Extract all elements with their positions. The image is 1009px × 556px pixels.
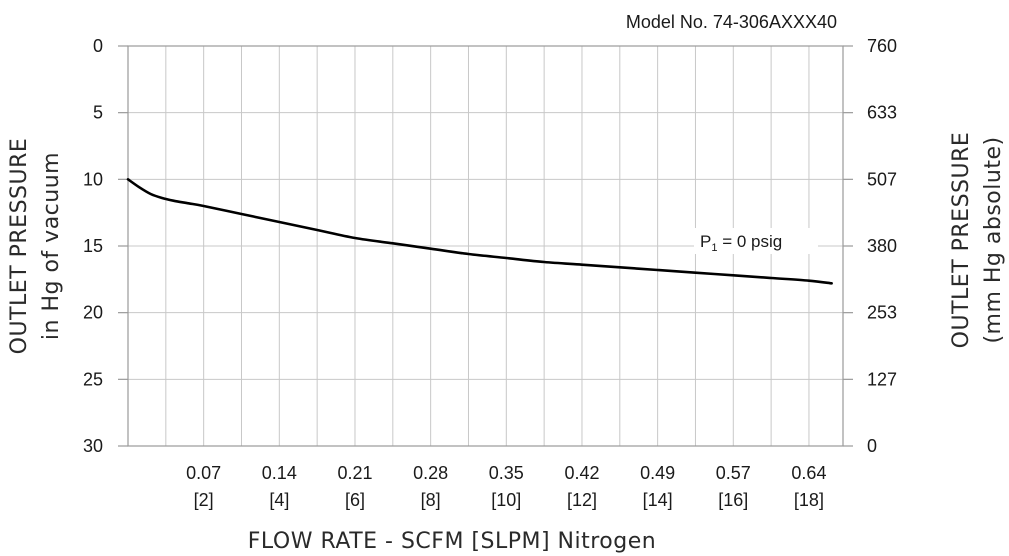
y-axis-left-subtitle: in Hg of vacuum — [39, 152, 64, 340]
y-tick-label-left: 15 — [83, 236, 103, 256]
x-tick-sublabel: [4] — [269, 490, 289, 510]
x-tick-label: 0.57 — [716, 463, 751, 483]
series: P1 = 0 psig — [126, 178, 833, 285]
x-tick-label: 0.42 — [564, 463, 599, 483]
y-tick-label-left: 0 — [93, 36, 103, 56]
y-axis-right-subtitle: (mm Hg absolute) — [981, 136, 1006, 343]
x-tick-label: 0.21 — [337, 463, 372, 483]
y-tick-label-left: 20 — [83, 303, 103, 323]
x-tick-sublabel: [2] — [194, 490, 214, 510]
x-tick-sublabel: [18] — [794, 490, 824, 510]
y-tick-label-right: 633 — [867, 103, 897, 123]
y-tick-label-right: 760 — [867, 36, 897, 56]
y-tick-label-right: 0 — [867, 436, 877, 456]
x-tick-sublabel: [10] — [491, 490, 521, 510]
y-tick-label-left: 30 — [83, 436, 103, 456]
x-axis-title: FLOW RATE - SCFM [SLPM] Nitrogen — [248, 529, 656, 554]
x-tick-sublabel: [12] — [567, 490, 597, 510]
series-annotation-bg — [694, 228, 818, 254]
x-tick-sublabel: [6] — [345, 490, 365, 510]
y-tick-label-left: 25 — [83, 369, 103, 389]
x-tick-sublabel: [14] — [643, 490, 673, 510]
y-tick-label-right: 507 — [867, 169, 897, 189]
annotation-subscript: 1 — [711, 242, 717, 254]
y-tick-label-right: 380 — [867, 236, 897, 256]
ticks: 0 5 10 15 20 25 30 760 633 507 380 253 127 0 0.07 [2] 0.… — [83, 36, 897, 510]
x-tick-label: 0.49 — [640, 463, 675, 483]
y-axis-left-title: OUTLET PRESSURE — [7, 138, 32, 355]
x-tick-label: 0.35 — [489, 463, 524, 483]
series-line — [126, 178, 833, 285]
x-tick-sublabel: [8] — [421, 490, 441, 510]
y-tick-label-left: 10 — [83, 169, 103, 189]
annotation-rest: = 0 psig — [717, 232, 782, 251]
series-annotation: P1 = 0 psig — [700, 232, 782, 254]
y-tick-label-right: 127 — [867, 369, 897, 389]
model-label: Model No. 74-306AXXX40 — [626, 12, 837, 32]
x-tick-label: 0.28 — [413, 463, 448, 483]
x-tick-label: 0.14 — [262, 463, 297, 483]
y-axis-right-title: OUTLET PRESSURE — [949, 132, 974, 349]
x-tick-sublabel: [16] — [718, 490, 748, 510]
y-tick-label-left: 5 — [93, 103, 103, 123]
annotation-main: P — [700, 232, 711, 251]
y-tick-label-right: 253 — [867, 303, 897, 323]
x-tick-label: 0.07 — [186, 463, 221, 483]
x-tick-label: 0.64 — [791, 463, 826, 483]
